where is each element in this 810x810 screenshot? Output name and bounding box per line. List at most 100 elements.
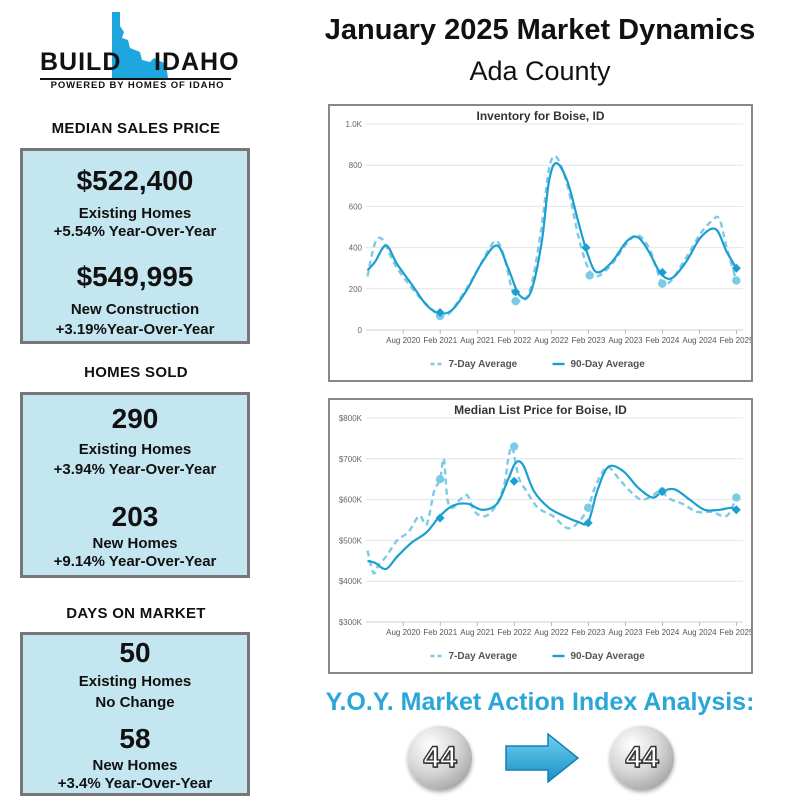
logo-idaho-text: IDAHO (154, 48, 240, 76)
inventory-xtick-label: Feb 2024 (646, 336, 680, 345)
list-price-marker-7day (584, 503, 593, 512)
inventory-ytick-label: 0 (358, 326, 363, 335)
market-action-heading: Y.O.Y. Market Action Index Analysis: (325, 688, 755, 716)
right-arrow-icon (505, 732, 580, 784)
index-current-value: 44 (625, 740, 660, 774)
list-price-xtick-label: Aug 2020 (386, 628, 421, 637)
logo-underline (40, 78, 231, 80)
list-price-xtick-label: Feb 2021 (423, 628, 457, 637)
list-price-marker-90day (731, 505, 741, 515)
homes-sold-existing-value: 290 (111, 403, 159, 434)
homes-sold-existing-change: +3.94% Year-Over-Year (53, 461, 217, 478)
inventory-marker-7day (511, 296, 520, 306)
inventory-marker-7day (732, 276, 741, 285)
median-price-existing-change: +5.54% Year-Over-Year (53, 223, 217, 240)
inventory-series-7day-line (366, 154, 738, 318)
logo-tagline: POWERED BY HOMES OF IDAHO (50, 80, 225, 91)
list-price-marker-90day (509, 476, 519, 486)
list-price-xtick-label: Aug 2021 (460, 628, 495, 637)
inventory-xtick-label: Aug 2023 (608, 336, 643, 345)
homes-sold-heading: HOMES SOLD (84, 364, 188, 381)
inventory-legend-7day-label: 7-Day Average (449, 359, 518, 370)
build-idaho-logo: BUILD IDAHO POWERED BY HOMES OF IDAHO (40, 12, 239, 94)
inventory-xtick-label: Aug 2021 (460, 336, 495, 345)
inventory-marker-90day (435, 307, 445, 317)
median-price-heading: MEDIAN SALES PRICE (51, 120, 221, 137)
homes-sold-box: 290 Existing Homes +3.94% Year-Over-Year… (20, 392, 250, 578)
dom-existing-change: No Change (95, 694, 175, 711)
list-price-marker-90day (435, 513, 445, 523)
inventory-marker-90day (731, 263, 741, 273)
inventory-xtick-label: Feb 2025 (720, 336, 751, 345)
list-price-title: Median List Price for Boise, ID (454, 403, 627, 417)
list-price-xtick-label: Feb 2023 (572, 628, 606, 637)
list-price-ytick-label: $600K (339, 496, 363, 505)
list-price-marker-7day (732, 493, 741, 502)
list-price-chart-panel: Median List Price for Boise, ID $300K $400… (328, 398, 753, 674)
inventory-xtick-label: Aug 2024 (682, 336, 717, 345)
inventory-xtick-label: Aug 2020 (386, 336, 421, 345)
inventory-ytick-label: 1.0K (346, 120, 363, 129)
dom-new-value: 58 (119, 723, 151, 754)
list-price-ytick-label: $800K (339, 414, 363, 423)
page-subtitle: Ada County (469, 56, 611, 86)
dom-new-label: New Homes (92, 757, 178, 774)
median-price-box: $522,400 Existing Homes +5.54% Year-Over… (20, 148, 250, 344)
list-price-legend-90day-label: 90-Day Average (571, 651, 646, 662)
inventory-xtick-label: Feb 2022 (497, 336, 531, 345)
inventory-xtick-label: Feb 2023 (572, 336, 606, 345)
inventory-legend-90day-label: 90-Day Average (571, 359, 646, 370)
median-price-new-value: $549,995 (76, 261, 194, 292)
inventory-marker-90day (511, 287, 521, 297)
inventory-xtick-label: Feb 2021 (423, 336, 457, 345)
list-price-ytick-label: $400K (339, 577, 363, 586)
list-price-ytick-label: $500K (339, 536, 363, 545)
inventory-title: Inventory for Boise, ID (476, 109, 604, 123)
list-price-xtick-label: Aug 2024 (682, 628, 717, 637)
dom-existing-label: Existing Homes (78, 673, 192, 690)
list-price-xtick-label: Feb 2024 (646, 628, 680, 637)
median-price-existing-value: $522,400 (76, 165, 194, 196)
inventory-xtick-label: Aug 2022 (534, 336, 569, 345)
inventory-ytick-label: 200 (349, 285, 363, 294)
list-price-marker-90day (657, 486, 667, 496)
dom-new-change: +3.4% Year-Over-Year (57, 775, 213, 792)
median-price-existing-label: Existing Homes (78, 205, 192, 222)
index-current-badge: 44 (610, 726, 674, 790)
inventory-marker-90day (657, 267, 667, 277)
list-price-xtick-label: Aug 2023 (608, 628, 643, 637)
homes-sold-new-label: New Homes (92, 535, 178, 552)
days-on-market-heading: DAYS ON MARKET (66, 605, 206, 622)
list-price-marker-7day (435, 475, 445, 484)
dom-existing-value: 50 (119, 637, 151, 668)
list-price-ytick-label: $700K (339, 455, 363, 464)
inventory-series-90day-line (366, 162, 738, 315)
index-previous-badge: 44 (408, 726, 472, 790)
list-price-legend-7day-label: 7-Day Average (449, 651, 518, 662)
list-price-marker-7day (509, 442, 519, 451)
days-on-market-box: 50 Existing Homes No Change 58 New Homes… (20, 632, 250, 796)
inventory-ytick-label: 800 (349, 161, 363, 170)
list-price-xtick-label: Feb 2025 (720, 628, 751, 637)
homes-sold-new-change: +9.14% Year-Over-Year (53, 553, 217, 570)
index-previous-value: 44 (423, 740, 458, 774)
inventory-ytick-label: 400 (349, 244, 363, 253)
homes-sold-new-value: 203 (111, 501, 159, 532)
list-price-xtick-label: Feb 2022 (497, 628, 531, 637)
inventory-ytick-label: 600 (349, 202, 363, 211)
inventory-marker-90day (581, 243, 591, 253)
inventory-marker-7day (658, 279, 667, 288)
inventory-chart-panel: Inventory for Boise, ID 0 200 400 600 800 1.0K… (328, 104, 753, 382)
page-title: January 2025 Market Dynamics (324, 14, 756, 46)
median-price-new-change: +3.19%Year-Over-Year (55, 321, 215, 338)
inventory-chart: Inventory for Boise, ID 0 200 400 600 800 1.0K… (346, 109, 751, 370)
list-price-marker-90day (583, 518, 593, 528)
list-price-ytick-label: $300K (339, 618, 363, 627)
median-price-new-label: New Construction (70, 301, 200, 318)
list-price-chart: Median List Price for Boise, ID $300K $400… (339, 403, 751, 662)
inventory-marker-7day (585, 271, 594, 280)
logo-build-text: BUILD (40, 48, 122, 76)
list-price-xtick-label: Aug 2022 (534, 628, 569, 637)
list-price-series-90day-line (367, 460, 737, 571)
homes-sold-existing-label: Existing Homes (78, 441, 192, 458)
